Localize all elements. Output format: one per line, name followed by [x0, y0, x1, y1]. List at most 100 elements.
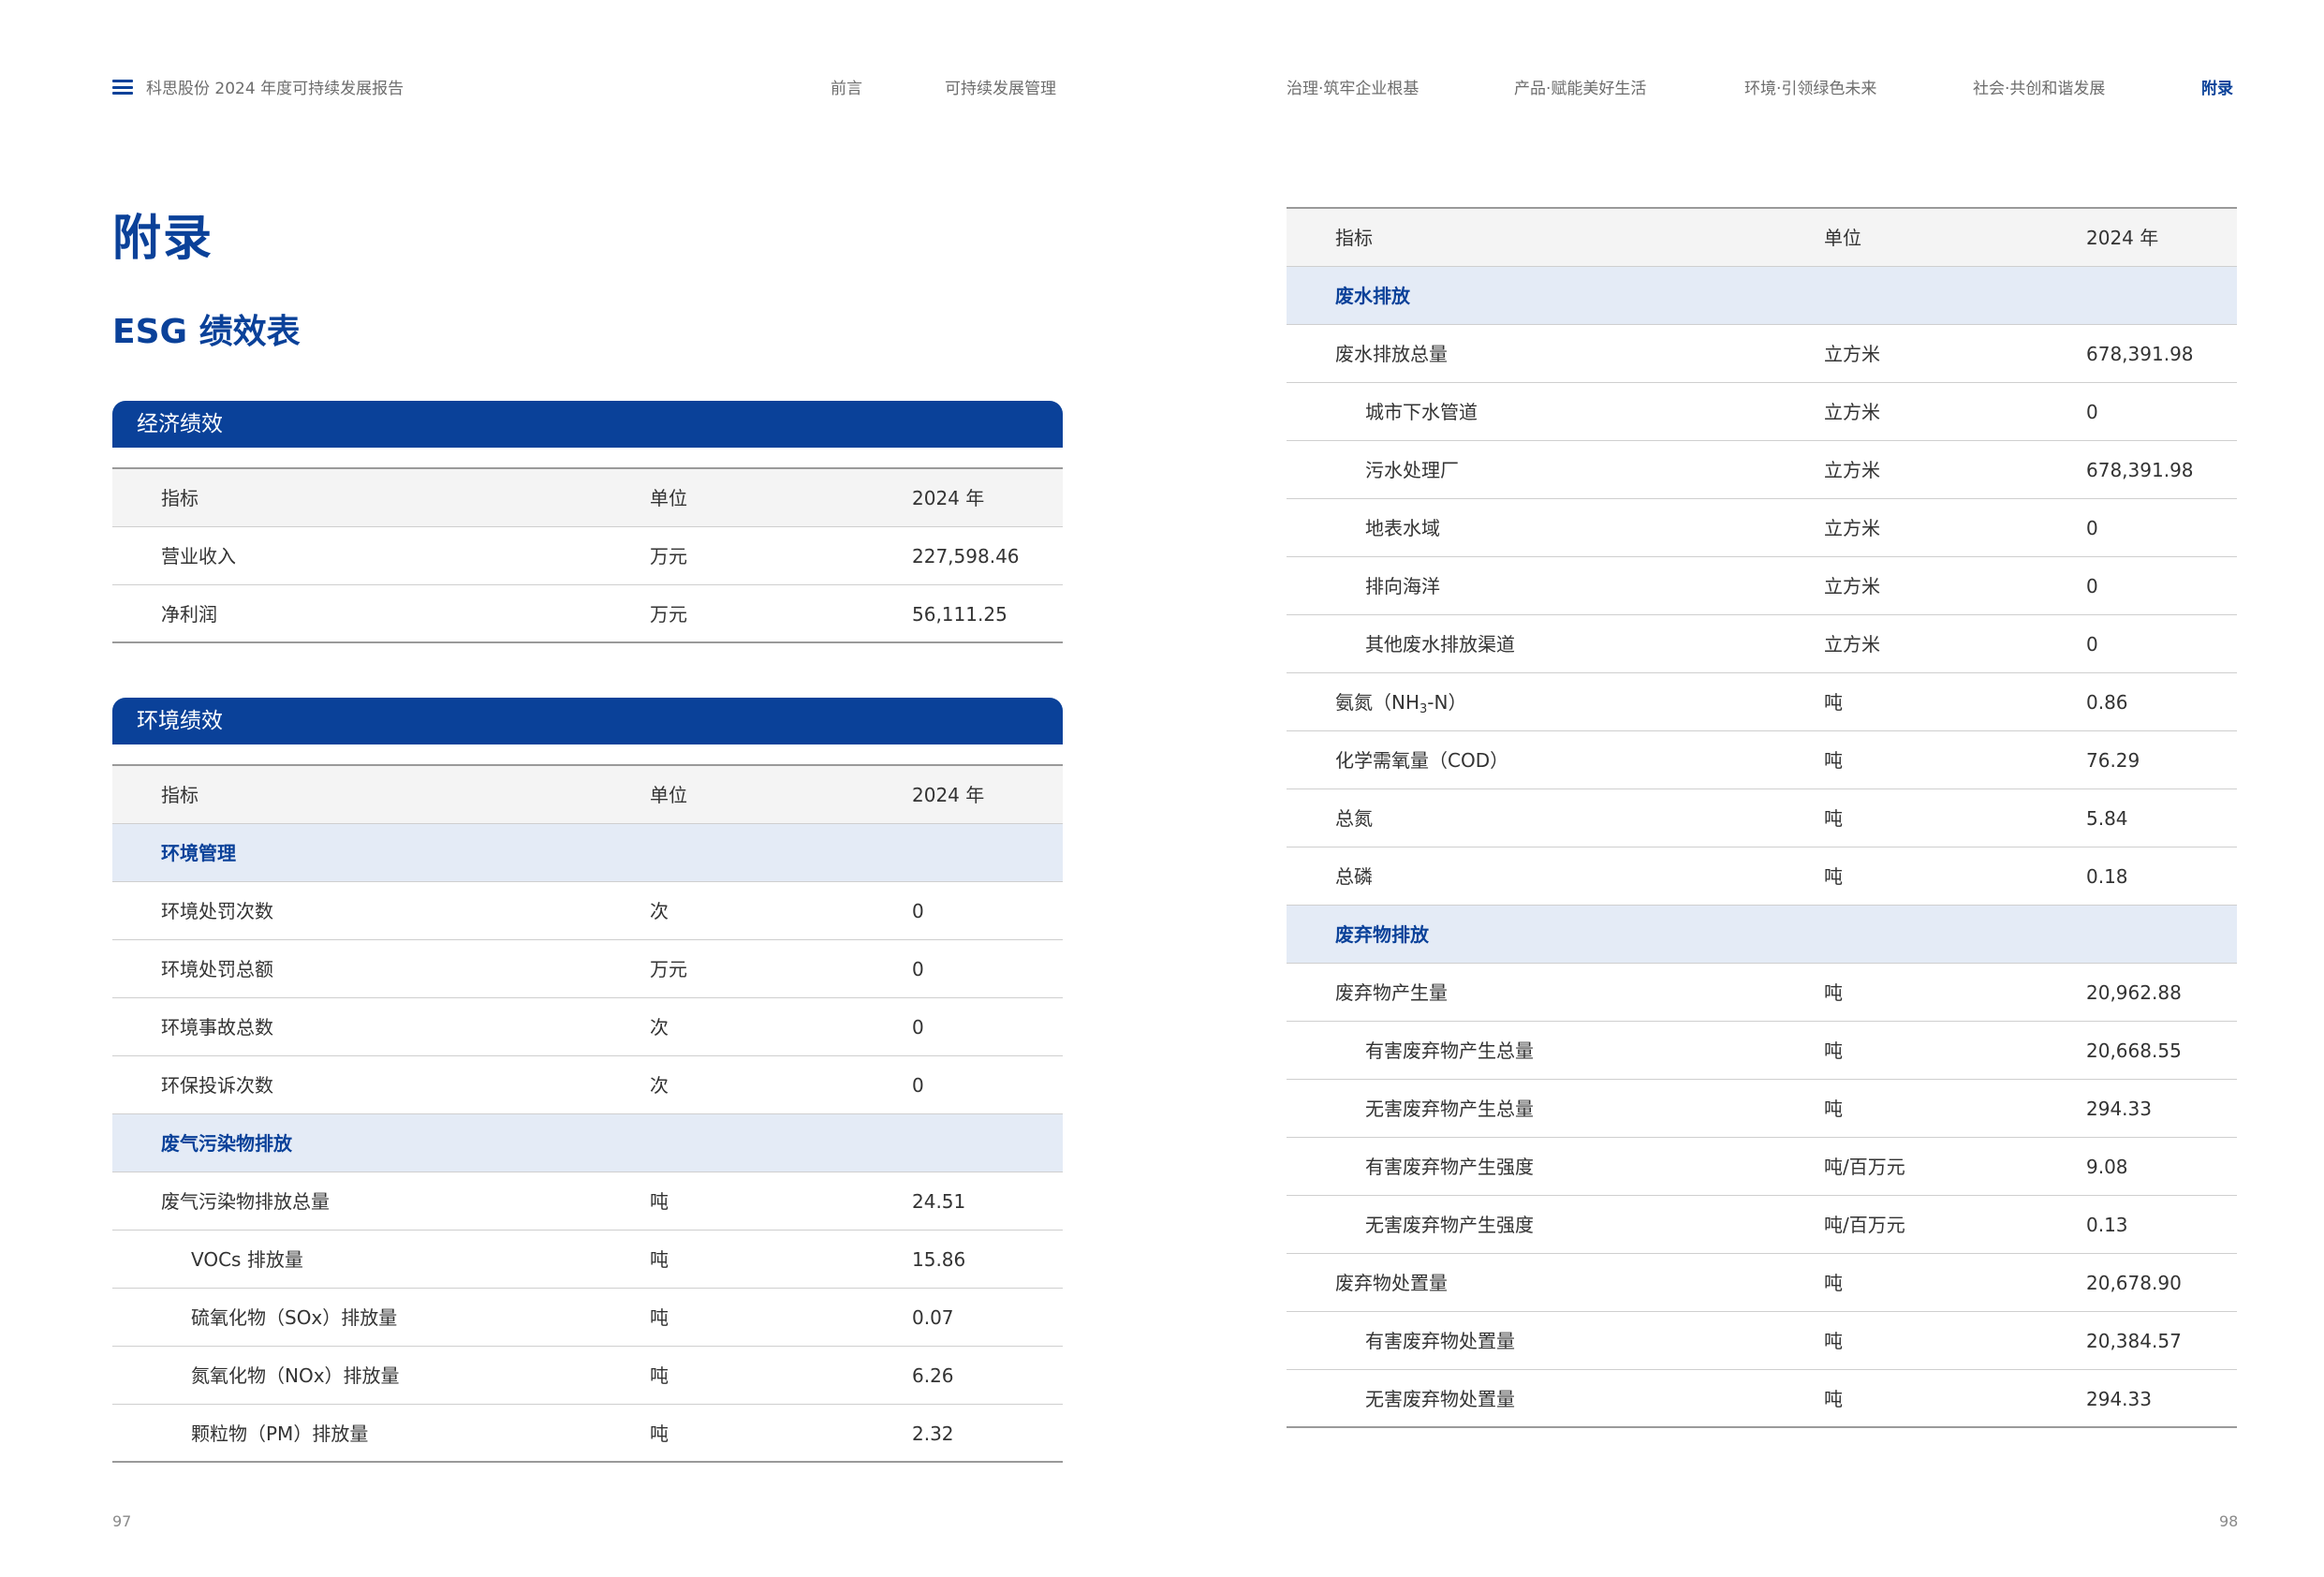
- table-row: 其他废水排放渠道 立方米 0: [1287, 615, 2237, 673]
- row-name: 有害废弃物处置量: [1365, 1330, 1515, 1352]
- table-row: 化学需氧量（COD） 吨 76.29: [1287, 731, 2237, 789]
- row-value: 0: [2086, 575, 2098, 597]
- row-unit: 吨: [1824, 691, 1843, 714]
- row-name: 环境处罚次数: [161, 900, 273, 922]
- row-value: 0: [912, 900, 924, 922]
- nav-appendix[interactable]: 附录: [2201, 80, 2233, 98]
- row-unit: 次: [650, 1016, 669, 1039]
- row-name: 环境处罚总额: [161, 958, 273, 980]
- row-name: 废气污染物排放总量: [161, 1190, 330, 1213]
- table-header-row: 指标 单位 2024 年: [112, 469, 1063, 527]
- menu-icon[interactable]: [112, 80, 133, 95]
- row-unit: 立方米: [1824, 459, 1880, 481]
- row-unit: 次: [650, 900, 669, 922]
- row-unit: 立方米: [1824, 343, 1880, 365]
- category-row-waste: 废弃物排放: [1287, 906, 2237, 964]
- category-label: 废弃物排放: [1335, 923, 1429, 946]
- table-row: 营业收入 万元 227,598.46: [112, 527, 1063, 585]
- row-name: 化学需氧量（COD）: [1335, 749, 1509, 772]
- row-name: 无害废弃物产生强度: [1365, 1214, 1534, 1236]
- row-value: 5.84: [2086, 807, 2128, 830]
- table-row: 废弃物处置量 吨 20,678.90: [1287, 1254, 2237, 1312]
- row-value: 0.07: [912, 1306, 954, 1329]
- table-header-row: 指标 单位 2024 年: [112, 766, 1063, 824]
- row-value: 0: [2086, 517, 2098, 539]
- table-row-ammonia: 氨氮（NH3-N） 吨 0.86: [1287, 673, 2237, 731]
- row-unit: 立方米: [1824, 575, 1880, 597]
- header-unit: 单位: [650, 487, 687, 509]
- header-unit: 单位: [650, 784, 687, 806]
- row-value: 678,391.98: [2086, 343, 2194, 365]
- table-row: 环境事故总数 次 0: [112, 998, 1063, 1056]
- row-name: 废弃物产生量: [1335, 981, 1448, 1004]
- row-unit: 吨: [1824, 1272, 1843, 1294]
- nav-preface[interactable]: 前言: [831, 80, 862, 98]
- row-name: 营业收入: [161, 545, 236, 567]
- nav-society[interactable]: 社会·共创和谐发展: [1973, 80, 2106, 98]
- header-year: 2024 年: [912, 487, 985, 509]
- row-name: 环保投诉次数: [161, 1074, 273, 1097]
- row-name: 氨氮（NH3-N）: [1335, 691, 1467, 716]
- row-name: 废弃物处置量: [1335, 1272, 1448, 1294]
- report-title: 科思股份 2024 年度可持续发展报告: [146, 80, 404, 98]
- row-value: 2.32: [912, 1422, 954, 1445]
- row-name: 环境事故总数: [161, 1016, 273, 1039]
- page-number: 98: [2219, 1512, 2239, 1530]
- row-value: 0.18: [2086, 865, 2128, 888]
- header-bar: 科思股份 2024 年度可持续发展报告 前言 可持续发展管理: [112, 73, 1056, 101]
- row-value: 20,962.88: [2086, 981, 2182, 1004]
- section-environment: 环境绩效: [112, 698, 1063, 744]
- table-row: 无害废弃物产生总量 吨 294.33: [1287, 1080, 2237, 1138]
- row-unit: 立方米: [1824, 633, 1880, 656]
- row-value: 76.29: [2086, 749, 2140, 772]
- left-page: 科思股份 2024 年度可持续发展报告 前言 可持续发展管理 附录 ESG 绩效…: [112, 73, 1063, 1530]
- table-row: 环境处罚次数 次 0: [112, 882, 1063, 940]
- row-name: 有害废弃物产生总量: [1365, 1039, 1534, 1062]
- table-row: 颗粒物（PM）排放量 吨 2.32: [112, 1405, 1063, 1463]
- row-value: 20,668.55: [2086, 1039, 2182, 1062]
- category-row-env-management: 环境管理: [112, 824, 1063, 882]
- nav-governance[interactable]: 治理·筑牢企业根基: [1287, 80, 1419, 98]
- economic-table: 指标 单位 2024 年 营业收入 万元 227,598.46 净利润 万元 5…: [112, 467, 1063, 643]
- table-row: 净利润 万元 56,111.25: [112, 585, 1063, 643]
- row-unit: 万元: [650, 545, 687, 567]
- header-indicator: 指标: [1335, 227, 1373, 249]
- row-name: 废水排放总量: [1335, 343, 1448, 365]
- row-unit: 吨: [1824, 1330, 1843, 1352]
- page-subtitle: ESG 绩效表: [112, 313, 301, 351]
- row-name: 有害废弃物产生强度: [1365, 1156, 1534, 1178]
- table-row: 废气污染物排放总量 吨 24.51: [112, 1172, 1063, 1231]
- row-value: 56,111.25: [912, 603, 1008, 626]
- row-unit: 吨: [1824, 981, 1843, 1004]
- right-page: 治理·筑牢企业根基 产品·赋能美好生活 环境·引领绿色未来 社会·共创和谐发展 …: [1162, 0, 2324, 1577]
- row-unit: 吨: [1824, 1039, 1843, 1062]
- row-name: 颗粒物（PM）排放量: [191, 1422, 369, 1445]
- row-name: 其他废水排放渠道: [1365, 633, 1515, 656]
- category-row-air-emissions: 废气污染物排放: [112, 1114, 1063, 1172]
- header-indicator: 指标: [161, 784, 199, 806]
- row-value: 0: [912, 1074, 924, 1097]
- row-value: 294.33: [2086, 1098, 2152, 1120]
- nav-environment[interactable]: 环境·引领绿色未来: [1744, 80, 1877, 98]
- category-label: 废气污染物排放: [161, 1132, 292, 1155]
- header-year: 2024 年: [912, 784, 985, 806]
- table-row: 有害废弃物产生总量 吨 20,668.55: [1287, 1022, 2237, 1080]
- row-name: 总磷: [1335, 865, 1373, 888]
- row-value: 24.51: [912, 1190, 966, 1213]
- nav-sustainability-management[interactable]: 可持续发展管理: [945, 80, 1056, 98]
- row-name: 氮氧化物（NOx）排放量: [191, 1364, 400, 1387]
- row-unit: 吨: [650, 1190, 669, 1213]
- row-unit: 吨: [1824, 865, 1843, 888]
- row-value: 0: [912, 1016, 924, 1039]
- row-value: 9.08: [2086, 1156, 2128, 1178]
- table-row: VOCs 排放量 吨 15.86: [112, 1231, 1063, 1289]
- header-indicator: 指标: [161, 487, 199, 509]
- row-value: 0: [2086, 401, 2098, 423]
- table-row: 废水排放总量 立方米 678,391.98: [1287, 325, 2237, 383]
- row-unit: 吨: [650, 1422, 669, 1445]
- table-row: 总磷 吨 0.18: [1287, 847, 2237, 906]
- nav-product[interactable]: 产品·赋能美好生活: [1514, 80, 1647, 98]
- category-row-wastewater: 废水排放: [1287, 267, 2237, 325]
- row-name: 地表水域: [1365, 517, 1440, 539]
- page-title: 附录: [112, 211, 214, 267]
